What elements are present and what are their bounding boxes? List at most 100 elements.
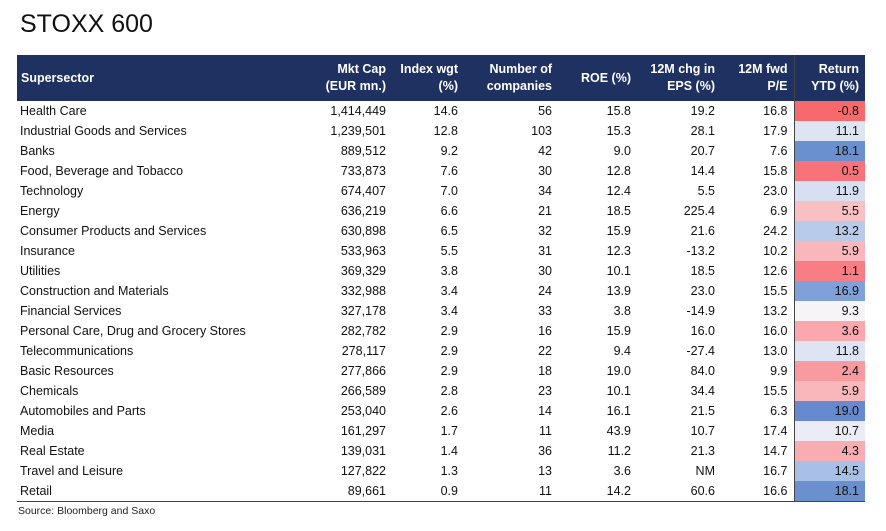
index-wgt-cell: 6.5 [440, 224, 458, 238]
roe-cell: 12.8 [606, 164, 631, 178]
pe-cell: 17.4 [721, 421, 795, 441]
num-companies-cell: 16 [538, 324, 552, 338]
table-row: Media 161,297 1.7 11 43.9 10.7 17.4 10.7 [17, 421, 865, 441]
roe-cell: 15.9 [606, 324, 631, 338]
supersector-cell: Utilities [20, 264, 61, 278]
eps-chg-cell: 28.1 [690, 124, 715, 138]
eps-chg-cell: 16.0 [690, 324, 715, 338]
mkt-cap-cell: 674,407 [340, 184, 386, 198]
eps-chg-cell: 18.5 [690, 264, 715, 278]
supersector-cell: Chemicals [20, 384, 79, 398]
supersector-cell: Personal Care, Drug and Grocery Stores [20, 324, 246, 338]
num-companies-cell: 33 [538, 304, 552, 318]
pe-cell: 23.0 [721, 181, 795, 201]
roe-cell: 10.1 [606, 264, 631, 278]
index-wgt-cell: 3.8 [440, 264, 458, 278]
table-row: Personal Care, Drug and Grocery Stores 28… [17, 321, 865, 341]
num-companies-cell: 13 [538, 464, 552, 478]
eps-chg-cell: 14.4 [690, 164, 715, 178]
pe-cell: 24.2 [721, 221, 795, 241]
return-ytd-cell: 19.0 [794, 401, 865, 421]
mkt-cap-cell: 89,661 [299, 481, 392, 502]
roe-cell: 12.3 [606, 244, 631, 258]
index-wgt-cell: 0.9 [392, 481, 464, 502]
page-title: STOXX 600 [20, 10, 153, 38]
num-companies-cell: 18 [538, 364, 552, 378]
pe-cell: 13.2 [721, 301, 795, 321]
table-row: Banks 889,512 9.2 42 9.0 20.7 7.6 18.1 [17, 141, 865, 161]
table-row: Chemicals 266,589 2.8 23 10.1 34.4 15.5 5.9 [17, 381, 865, 401]
roe-cell: 18.5 [606, 204, 631, 218]
index-wgt-cell: 1.4 [440, 444, 458, 458]
return-ytd-cell: 13.2 [794, 221, 865, 241]
return-ytd-cell: 9.3 [794, 301, 865, 321]
index-wgt-cell: 2.9 [440, 324, 458, 338]
return-ytd-cell: 0.5 [794, 161, 865, 181]
supersector-cell: Travel and Leisure [20, 464, 124, 478]
eps-chg-cell: -14.9 [686, 304, 716, 318]
num-companies-cell: 34 [538, 184, 552, 198]
return-ytd-cell: 14.5 [794, 461, 865, 481]
num-companies-cell: 30 [538, 264, 552, 278]
supersector-cell: Real Estate [20, 444, 85, 458]
mkt-cap-cell: 278,117 [341, 344, 386, 358]
return-ytd-cell: 5.9 [794, 241, 865, 261]
roe-cell: 13.9 [606, 284, 631, 298]
return-ytd-cell: 3.6 [794, 321, 865, 341]
return-ytd-cell: 5.9 [794, 381, 865, 401]
pe-cell: 10.2 [721, 241, 795, 261]
pe-cell: 16.8 [721, 101, 795, 121]
num-companies-cell: 21 [538, 204, 552, 218]
return-ytd-cell: 11.8 [794, 341, 865, 361]
eps-chg-cell: 21.3 [690, 444, 715, 458]
mkt-cap-cell: 127,822 [340, 464, 386, 478]
roe-cell: 16.1 [606, 404, 631, 418]
table-row: Travel and Leisure 127,822 1.3 13 3.6 NM 16.7 1… [17, 461, 865, 481]
table-row: Utilities 369,329 3.8 30 10.1 18.5 12.6 1.1 [17, 261, 865, 281]
table-row: Health Care 1,414,449 14.6 56 15.8 19.2 16.8 -0… [17, 101, 865, 121]
num-companies-cell: 11 [539, 424, 552, 438]
pe-cell: 7.6 [721, 141, 795, 161]
supersector-cell: Telecommunications [20, 344, 134, 358]
supersector-cell: Automobiles and Parts [20, 404, 146, 418]
table-row: Consumer Products and Services 630,898 6.5… [17, 221, 865, 241]
num-companies-cell: 36 [538, 444, 552, 458]
roe-cell: 43.9 [606, 424, 631, 438]
eps-chg-cell: 21.6 [690, 224, 715, 238]
supersector-cell: Construction and Materials [20, 284, 169, 298]
pe-cell: 6.3 [721, 401, 795, 421]
eps-chg-cell: 84.0 [690, 364, 715, 378]
mkt-cap-cell: 282,782 [340, 324, 386, 338]
roe-cell: 3.6 [613, 464, 631, 478]
return-ytd-cell: 18.1 [794, 481, 865, 502]
table-row: Automobiles and Parts 253,040 2.6 14 16.1 21.… [17, 401, 865, 421]
index-wgt-cell: 12.8 [433, 124, 458, 138]
num-companies-cell: 14 [538, 404, 552, 418]
supersector-cell: Basic Resources [20, 364, 114, 378]
mkt-cap-cell: 327,178 [340, 304, 386, 318]
mkt-cap-cell: 332,988 [340, 284, 386, 298]
index-wgt-cell: 14.6 [433, 104, 458, 118]
index-wgt-cell: 3.4 [440, 284, 458, 298]
num-companies-cell: 42 [538, 144, 552, 158]
return-ytd-cell: 5.5 [794, 201, 865, 221]
mkt-cap-cell: 889,512 [340, 144, 386, 158]
pe-cell: 12.6 [721, 261, 795, 281]
num-companies-cell: 103 [531, 124, 552, 138]
column-header: Number of companies [486, 62, 552, 93]
supersector-cell: Retail [17, 481, 299, 502]
roe-cell: 3.8 [613, 304, 631, 318]
return-ytd-cell: 1.1 [794, 261, 865, 281]
return-ytd-cell: -0.8 [794, 101, 865, 121]
eps-chg-cell: -27.4 [686, 344, 716, 358]
return-ytd-cell: 11.1 [794, 121, 865, 141]
mkt-cap-cell: 733,873 [340, 164, 386, 178]
roe-cell: 9.4 [613, 344, 631, 358]
table-row: Financial Services 327,178 3.4 33 3.8 -14.9 13… [17, 301, 865, 321]
column-header: 12M fwd P/E [721, 55, 795, 101]
index-wgt-cell: 2.9 [440, 344, 458, 358]
roe-cell: 9.0 [613, 144, 631, 158]
supersector-cell: Energy [20, 204, 60, 218]
return-ytd-cell: 18.1 [794, 141, 865, 161]
pe-cell: 13.0 [721, 341, 795, 361]
